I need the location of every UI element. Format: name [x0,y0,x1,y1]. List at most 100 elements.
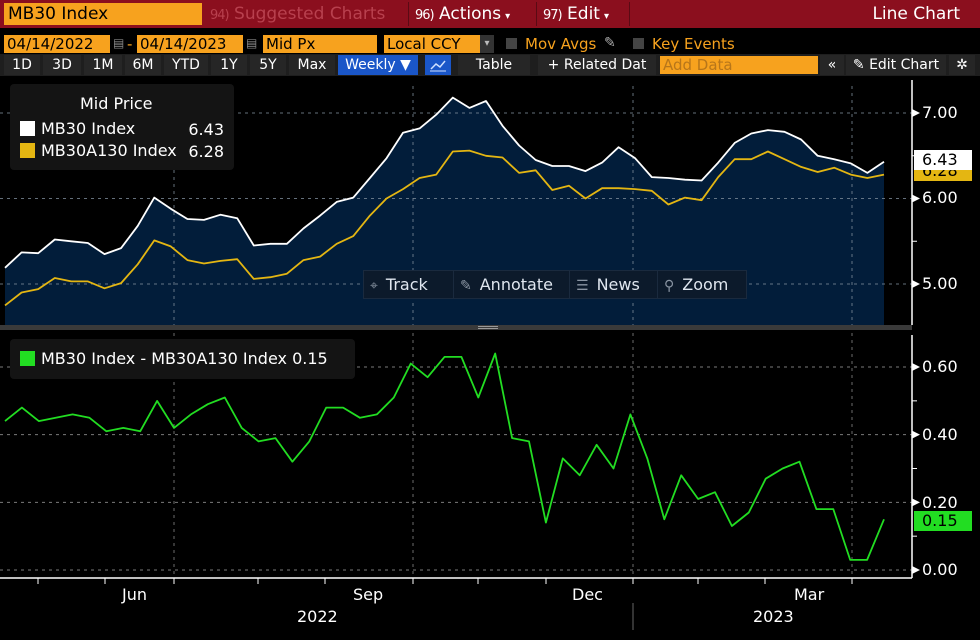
key-events-checkbox[interactable] [633,38,644,49]
annotate-button[interactable]: ✎ Annotate [454,271,570,298]
pencil-icon: ✎ [852,57,870,73]
x-tick-label: Dec [572,585,603,604]
legend-label: MB30 Index - MB30A130 Index [41,349,287,368]
y-tick-marker [912,498,920,507]
track-label: Track [385,275,428,294]
chart-tools-toolbar: ⌖ Track ✎ Annotate ☰ News ⚲ Zoom [363,270,747,299]
period-1d[interactable]: 1D [4,55,40,75]
suggested-charts-number: 94) [210,8,230,23]
edit-chart-button[interactable]: ✎ Edit Chart [846,55,946,75]
y-tick-marker [912,109,920,117]
related-data-button[interactable]: + Related Dat [538,55,656,75]
suggested-charts-button[interactable]: 94) Suggested Charts [206,2,404,26]
table-button[interactable]: Table [458,55,530,75]
mb30a130-line [4,149,885,307]
legend-value: 6.28 [188,142,224,161]
legend-value: 6.43 [188,120,224,139]
track-button[interactable]: ⌖ Track [364,271,454,298]
edit-chart-label: Edit Chart [869,57,940,73]
gear-icon[interactable]: ✲ [949,55,975,75]
legend-label: MB30A130 Index [41,141,177,160]
y-tick-label: 7.00 [922,103,958,122]
mb30-area [5,97,884,325]
chevron-down-icon: ▾ [603,11,609,22]
legend-value: 0.15 [292,349,328,368]
header-bar: MB30 Index 94) Suggested Charts 96) Acti… [0,0,980,28]
line-chart-icon[interactable] [425,55,451,75]
y-tick-marker [912,280,920,288]
calendar-icon[interactable]: ▤ [113,36,125,50]
currency-selector[interactable]: Local CCY [384,35,480,53]
magnifier-icon: ⚲ [664,278,675,294]
x-tick-label: Mar [794,585,825,604]
news-button[interactable]: ☰ News [570,271,658,298]
y-tick-label: 0.00 [922,560,958,579]
legend-title: Mid Price [80,94,153,113]
options-bar: 04/14/2022 ▤ - 04/14/2023 ▤ Mid Px Local… [0,33,980,53]
collapse-button[interactable]: « [820,55,844,75]
start-date-input[interactable]: 04/14/2022 [4,35,110,53]
annotate-label: Annotate [479,275,553,294]
period-max[interactable]: Max [289,55,335,75]
mov-avgs-checkbox[interactable] [506,38,517,49]
ticker-field[interactable]: MB30 Index [4,3,202,25]
end-date-input[interactable]: 04/14/2023 [137,35,243,53]
last-value-tag-mb30: 6.43 [914,150,972,170]
y-tick-marker [912,430,920,439]
news-icon: ☰ [576,278,589,294]
y-tick-label: 0.60 [922,357,958,376]
legend-item-mb30[interactable]: MB30 Index [20,120,135,138]
add-data-input[interactable]: Add Data [660,56,818,74]
y-tick-marker [912,566,920,574]
panel-resize-handle[interactable] [0,325,912,330]
y-tick-marker [912,363,920,372]
period-6m[interactable]: 6M [125,55,161,75]
currency-dropdown-arrow[interactable]: ▾ [480,35,494,53]
grip-icon [478,326,498,329]
spread-legend: MB30 Index - MB30A130 Index 0.15 [10,339,355,379]
actions-number: 96) [415,8,435,23]
actions-menu-button[interactable]: 96) Actions ▾ [408,2,534,26]
field-selector[interactable]: Mid Px [263,35,377,53]
news-label: News [596,275,640,294]
zoom-button[interactable]: ⚲ Zoom [658,271,746,298]
suggested-charts-label: Suggested Charts [234,4,386,24]
legend-item-spread[interactable]: MB30 Index - MB30A130 Index 0.15 [20,350,328,368]
period-ytd[interactable]: YTD [164,55,208,75]
lower-panel [0,333,912,578]
line-chart-glyph [430,60,446,72]
edit-number: 97) [543,8,563,23]
mov-avgs-label[interactable]: Mov Avgs [525,35,597,53]
chart-type-title: Line Chart [872,4,960,24]
pencil-icon[interactable]: ✎ [604,35,616,51]
period-3d[interactable]: 3D [43,55,81,75]
x-tick-label: Sep [353,585,384,604]
legend-swatch-green [20,351,35,366]
edit-menu-button[interactable]: 97) Edit ▾ [536,2,630,26]
period-5y[interactable]: 5Y [250,55,286,75]
edit-label: Edit [567,4,600,24]
period-1m[interactable]: 1M [84,55,122,75]
chevron-down-icon: ▾ [505,11,511,22]
y-tick-label: 0.40 [922,425,958,444]
frequency-dropdown[interactable]: Weekly ▼ [338,55,418,75]
year-label: 2022 [297,607,338,626]
legend-swatch-white [20,121,35,136]
legend-item-mb30a130[interactable]: MB30A130 Index [20,142,177,160]
calendar-icon[interactable]: ▤ [246,36,258,50]
x-tick-label: Jun [122,585,147,604]
date-range-dash: - [127,35,133,53]
zoom-label: Zoom [682,275,729,294]
price-legend: Mid Price MB30 Index 6.43 MB30A130 Index… [10,84,234,170]
period-1y[interactable]: 1Y [211,55,247,75]
crosshair-icon: ⌖ [370,278,378,294]
y-tick-label: 5.00 [922,274,958,293]
y-tick-label: 6.00 [922,188,958,207]
legend-label: MB30 Index [41,119,136,138]
spread-line [4,352,885,561]
y-tick-label: 0.20 [922,493,958,512]
last-value-tag-spread: 0.15 [914,511,972,531]
period-bar: 1D 3D 1M 6M YTD 1Y 5Y Max Weekly ▼ Table… [0,54,980,76]
key-events-label[interactable]: Key Events [652,35,735,53]
year-label: 2023 [753,607,794,626]
